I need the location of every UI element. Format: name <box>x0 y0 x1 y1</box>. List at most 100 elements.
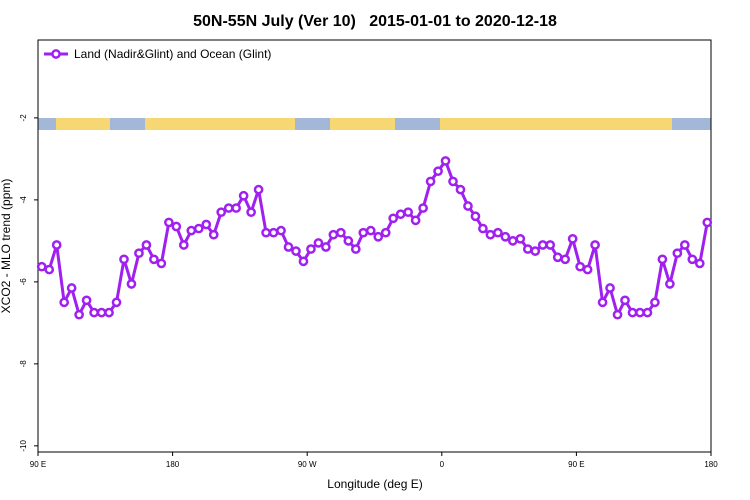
data-point <box>672 248 683 259</box>
legend-marker <box>51 49 61 59</box>
data-point <box>635 307 645 318</box>
y-axis-label: XCO2 - MLO trend (ppm) <box>0 179 13 314</box>
data-point <box>44 264 55 275</box>
data-point <box>201 219 212 230</box>
x-tick-label: 180 <box>704 460 718 469</box>
data-point <box>261 227 271 238</box>
data-point <box>66 283 77 293</box>
data-point <box>627 307 638 318</box>
data-point <box>642 307 653 318</box>
data-point <box>59 297 70 308</box>
data-point <box>537 240 548 250</box>
data-point <box>463 201 473 211</box>
data-point <box>500 231 511 242</box>
data-point <box>51 240 62 250</box>
data-point <box>134 248 144 259</box>
data-point <box>650 297 660 308</box>
data-point <box>298 256 309 267</box>
x-tick-label: 90 E <box>30 460 46 469</box>
data-point <box>582 264 593 275</box>
data-point <box>36 261 47 272</box>
data-point <box>358 227 369 238</box>
data-point <box>276 225 286 236</box>
y-tick-label: -4 <box>19 196 28 204</box>
data-point <box>321 242 331 252</box>
data-point <box>448 176 458 187</box>
data-point <box>485 229 496 240</box>
data-point <box>380 227 391 238</box>
data-point <box>522 244 533 254</box>
data-point <box>478 223 488 234</box>
data-point <box>74 309 84 320</box>
data-point <box>186 225 197 236</box>
data-point <box>395 209 406 220</box>
strip-land <box>440 118 672 130</box>
data-point <box>365 225 376 236</box>
data-point <box>336 227 346 238</box>
data-point <box>253 184 264 195</box>
data-point <box>493 227 503 238</box>
data-point <box>470 211 481 222</box>
data-point <box>657 254 668 265</box>
data-point <box>590 240 600 250</box>
data-point <box>545 240 556 250</box>
x-tick-label: 90 E <box>568 460 584 469</box>
plot-frame <box>37 39 712 453</box>
data-point <box>328 229 339 240</box>
data-point <box>373 231 384 242</box>
y-tick-label: -10 <box>19 440 28 452</box>
data-point <box>687 254 698 265</box>
data-point <box>291 246 301 256</box>
strip-land <box>56 118 110 130</box>
data-point <box>178 240 189 250</box>
y-tick-label: -6 <box>19 278 28 286</box>
y-tick-label: -8 <box>19 360 28 368</box>
data-point <box>119 254 129 265</box>
surface-strip <box>38 118 711 130</box>
data-point <box>231 203 242 213</box>
data-point <box>433 166 443 177</box>
data-point <box>702 217 713 228</box>
data-point <box>597 297 608 308</box>
data-point <box>89 307 99 318</box>
data-point <box>164 217 174 228</box>
data-point <box>156 258 167 269</box>
y-tick-label: -2 <box>19 114 28 122</box>
x-tick-label: 180 <box>166 460 180 469</box>
data-point <box>455 184 466 195</box>
data-point <box>530 246 541 256</box>
data-point <box>440 156 451 166</box>
data-point <box>665 279 675 289</box>
data-point <box>313 238 324 248</box>
data-point <box>410 215 421 226</box>
data-point <box>515 233 526 244</box>
data-point <box>612 309 623 320</box>
data-point <box>149 254 159 265</box>
data-point <box>126 279 137 289</box>
data-point <box>171 221 182 232</box>
data-point <box>238 190 249 201</box>
data-point <box>96 307 107 318</box>
data-point <box>694 258 705 269</box>
data-point <box>111 297 122 308</box>
data-point <box>418 203 428 213</box>
data-point <box>223 203 234 213</box>
legend-label: Land (Nadir&Glint) and Ocean (Glint) <box>74 47 271 61</box>
data-point <box>141 240 152 250</box>
data-point <box>193 223 204 234</box>
data-point <box>350 244 361 254</box>
data-point <box>104 307 114 318</box>
data-point <box>283 242 294 252</box>
data-point <box>208 229 219 240</box>
data-point <box>567 233 578 244</box>
data-point <box>216 207 227 218</box>
data-point <box>246 207 256 218</box>
x-axis-label: Longitude (deg E) <box>327 477 422 491</box>
data-point <box>343 236 354 246</box>
data-point <box>306 244 316 254</box>
chart-title: 50N-55N July (Ver 10) 2015-01-01 to 2020… <box>193 13 557 30</box>
x-tick-label: 0 <box>440 460 445 469</box>
data-point <box>388 213 399 224</box>
data-point <box>560 254 571 265</box>
